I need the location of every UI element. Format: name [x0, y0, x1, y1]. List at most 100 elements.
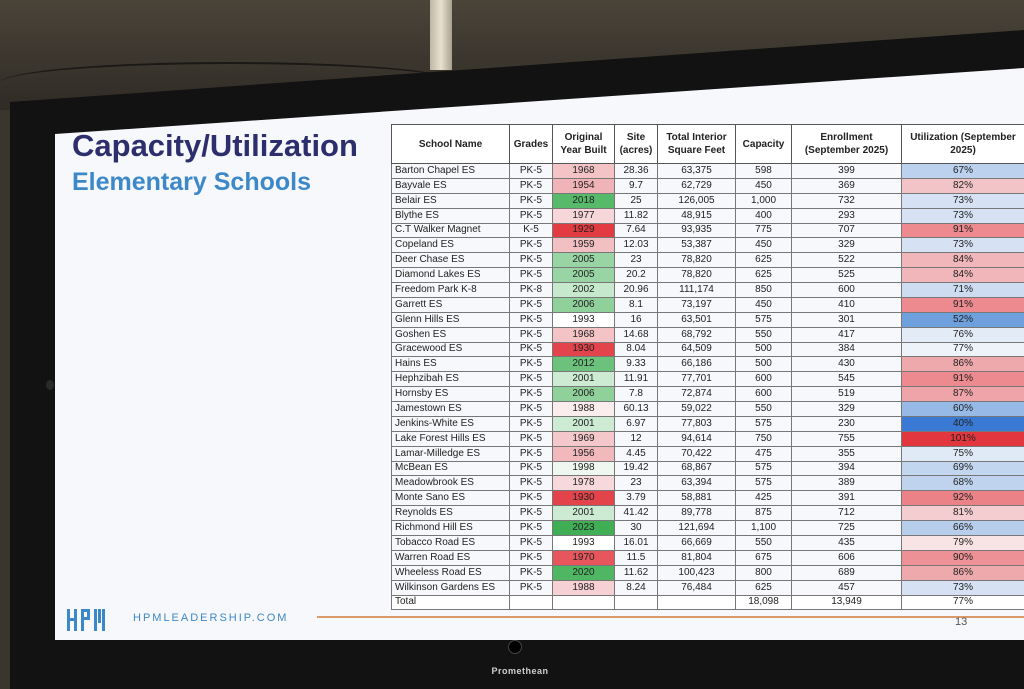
school-name-cell: Tobacco Road ES	[391, 534, 510, 551]
site-acres-cell: 9.7	[614, 177, 658, 194]
site-acres-cell: 12.03	[614, 237, 658, 254]
enrollment-cell: 689	[791, 564, 902, 581]
grades-cell: PK-5	[509, 460, 553, 477]
table-row: Glenn Hills ES PK-5 1993 16 63,501 575 301 52%	[391, 311, 1024, 328]
table-row: Richmond Hill ES PK-5 2023 30 121,694 1,100 72…	[391, 520, 1024, 536]
grades-cell: PK-5	[509, 356, 553, 373]
utilization-cell: 75%	[901, 445, 1024, 462]
enrollment-cell: 522	[791, 252, 902, 269]
enrollment-cell: 230	[791, 415, 902, 432]
footer-divider	[317, 616, 1024, 618]
table-total-row: Total 18,098 13,949 77%	[391, 594, 1024, 611]
square-feet-cell: 66,669	[657, 534, 736, 551]
year-built-cell: 1988	[552, 401, 615, 417]
site-acres-cell: 20.2	[614, 267, 658, 283]
site-acres-cell: 4.45	[614, 445, 658, 462]
grades-cell: PK-8	[509, 282, 553, 298]
square-feet-cell: 111,174	[657, 282, 736, 298]
enrollment-cell: 355	[791, 445, 902, 462]
enrollment-cell: 600	[791, 282, 902, 298]
school-name-cell: Belair ES	[391, 192, 510, 209]
school-name-cell: Deer Chase ES	[391, 252, 510, 269]
table-row: Wheeless Road ES PK-5 2020 11.62 100,423 800 6…	[391, 564, 1024, 581]
utilization-cell: 86%	[901, 356, 1024, 373]
site-acres-cell: 25	[614, 192, 658, 209]
square-feet-cell: 121,694	[657, 520, 736, 536]
capacity-cell: 625	[735, 252, 792, 269]
site-acres-cell: 8.04	[614, 341, 658, 358]
table-row: Lamar-Milledge ES PK-5 1956 4.45 70,422 475 35…	[391, 445, 1024, 462]
grades-cell: PK-5	[509, 237, 553, 254]
square-feet-cell: 77,701	[657, 371, 736, 388]
school-name-cell: Glenn Hills ES	[391, 311, 510, 328]
capacity-cell: 550	[735, 401, 792, 417]
enrollment-cell: 725	[791, 520, 902, 536]
square-feet-cell: 94,614	[657, 430, 736, 447]
utilization-cell: 79%	[901, 534, 1024, 551]
grades-cell: PK-5	[509, 326, 553, 343]
site-acres-cell: 9.33	[614, 356, 658, 373]
monitor-side-knob	[46, 380, 54, 390]
total-empty-cell	[614, 594, 658, 611]
utilization-cell: 92%	[901, 490, 1024, 507]
grades-cell: K-5	[509, 222, 553, 239]
table-body: Barton Chapel ES PK-5 1968 28.36 63,375 598 39…	[391, 163, 1024, 596]
school-name-cell: Lamar-Milledge ES	[391, 445, 510, 462]
grades-cell: PK-5	[509, 386, 553, 402]
table-row: Freedom Park K-8 PK-8 2002 20.96 111,174 850 6…	[391, 282, 1024, 298]
capacity-cell: 575	[735, 415, 792, 432]
table-row: Hains ES PK-5 2012 9.33 66,186 500 430 86%	[391, 356, 1024, 373]
site-acres-cell: 7.8	[614, 386, 658, 402]
site-acres-cell: 30	[614, 520, 658, 536]
page-number: 13	[955, 616, 968, 628]
grades-cell: PK-5	[509, 401, 553, 417]
table-row: Jamestown ES PK-5 1988 60.13 59,022 550 329 60%	[391, 401, 1024, 417]
utilization-cell: 40%	[901, 415, 1024, 432]
enrollment-cell: 755	[791, 430, 902, 447]
header-school-name: School Name	[391, 124, 510, 164]
table-row: Diamond Lakes ES PK-5 2005 20.2 78,820 625 525…	[391, 267, 1024, 283]
webcam	[508, 640, 522, 654]
header-enrollment: Enrollment (September 2025)	[791, 124, 902, 164]
capacity-cell: 750	[735, 430, 792, 447]
grades-cell: PK-5	[509, 341, 553, 358]
year-built-cell: 2006	[552, 386, 615, 402]
capacity-cell: 1,000	[735, 192, 792, 209]
site-acres-cell: 11.91	[614, 371, 658, 388]
enrollment-cell: 293	[791, 207, 902, 224]
school-name-cell: Jamestown ES	[391, 401, 510, 417]
header-year-built: Original Year Built	[552, 124, 615, 164]
year-built-cell: 2001	[552, 505, 615, 521]
year-built-cell: 2023	[552, 520, 615, 536]
year-built-cell: 1993	[552, 534, 615, 551]
square-feet-cell: 63,375	[657, 163, 736, 179]
table-row: Hephzibah ES PK-5 2001 11.91 77,701 600 545 91%	[391, 371, 1024, 388]
table-row: Deer Chase ES PK-5 2005 23 78,820 625 522 84%	[391, 252, 1024, 269]
enrollment-cell: 435	[791, 534, 902, 551]
utilization-cell: 91%	[901, 222, 1024, 239]
square-feet-cell: 59,022	[657, 401, 736, 417]
table-row: Barton Chapel ES PK-5 1968 28.36 63,375 598 39…	[391, 163, 1024, 179]
grades-cell: PK-5	[509, 207, 553, 224]
school-name-cell: Lake Forest Hills ES	[391, 430, 510, 447]
school-name-cell: Wilkinson Gardens ES	[391, 579, 510, 596]
capacity-cell: 875	[735, 505, 792, 521]
capacity-cell: 475	[735, 445, 792, 462]
table-row: Copeland ES PK-5 1959 12.03 53,387 450 329 73%	[391, 237, 1024, 254]
square-feet-cell: 77,803	[657, 415, 736, 432]
table-row: Lake Forest Hills ES PK-5 1969 12 94,614 750 7…	[391, 430, 1024, 447]
site-acres-cell: 20.96	[614, 282, 658, 298]
square-feet-cell: 93,935	[657, 222, 736, 239]
school-name-cell: C.T Walker Magnet	[391, 222, 510, 239]
school-name-cell: Bayvale ES	[391, 177, 510, 194]
square-feet-cell: 68,792	[657, 326, 736, 343]
grades-cell: PK-5	[509, 445, 553, 462]
square-feet-cell: 53,387	[657, 237, 736, 254]
grades-cell: PK-5	[509, 490, 553, 507]
enrollment-cell: 707	[791, 222, 902, 239]
enrollment-cell: 606	[791, 549, 902, 566]
header-sqft: Total Interior Square Feet	[657, 124, 736, 164]
square-feet-cell: 70,422	[657, 445, 736, 462]
square-feet-cell: 48,915	[657, 207, 736, 224]
year-built-cell: 2001	[552, 415, 615, 432]
